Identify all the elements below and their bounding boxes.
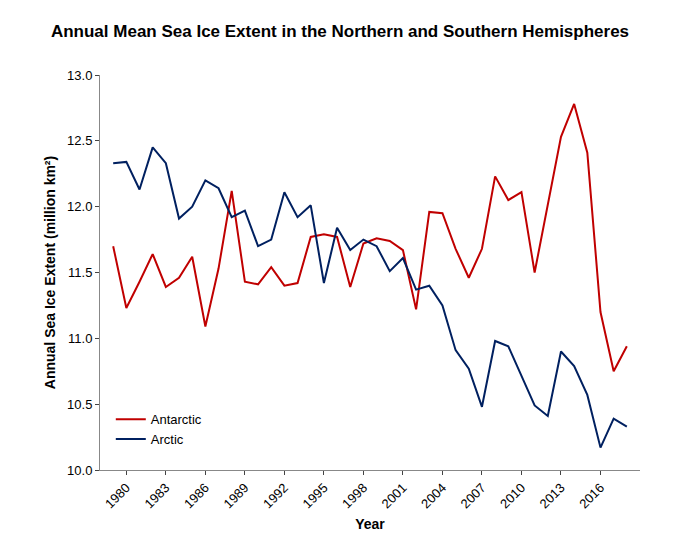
svg-text:1995: 1995 (300, 480, 331, 511)
svg-text:Annual Mean Sea Ice Extent in: Annual Mean Sea Ice Extent in the Northe… (51, 22, 629, 41)
svg-text:Year: Year (355, 516, 385, 532)
svg-text:2016: 2016 (576, 480, 607, 511)
svg-text:1998: 1998 (339, 480, 370, 511)
svg-text:1986: 1986 (181, 480, 212, 511)
svg-text:2001: 2001 (379, 480, 410, 511)
svg-text:11.5: 11.5 (68, 265, 92, 280)
svg-text:2007: 2007 (458, 480, 489, 511)
svg-text:12.0: 12.0 (67, 199, 92, 214)
svg-text:1989: 1989 (221, 480, 252, 511)
svg-text:1992: 1992 (260, 480, 291, 511)
svg-text:1983: 1983 (142, 480, 173, 511)
svg-text:10.0: 10.0 (67, 463, 92, 478)
svg-text:11.0: 11.0 (68, 331, 92, 346)
svg-text:10.5: 10.5 (67, 397, 92, 412)
svg-text:13.0: 13.0 (67, 68, 92, 83)
svg-text:Arctic: Arctic (151, 432, 184, 447)
svg-text:1980: 1980 (102, 480, 133, 511)
svg-text:2010: 2010 (497, 480, 528, 511)
svg-text:12.5: 12.5 (67, 133, 92, 148)
svg-text:Antarctic: Antarctic (151, 412, 202, 427)
svg-text:2004: 2004 (418, 480, 449, 511)
svg-text:Annual Sea Ice Extent (million: Annual Sea Ice Extent (million km²) (42, 156, 58, 389)
svg-text:2013: 2013 (537, 480, 568, 511)
